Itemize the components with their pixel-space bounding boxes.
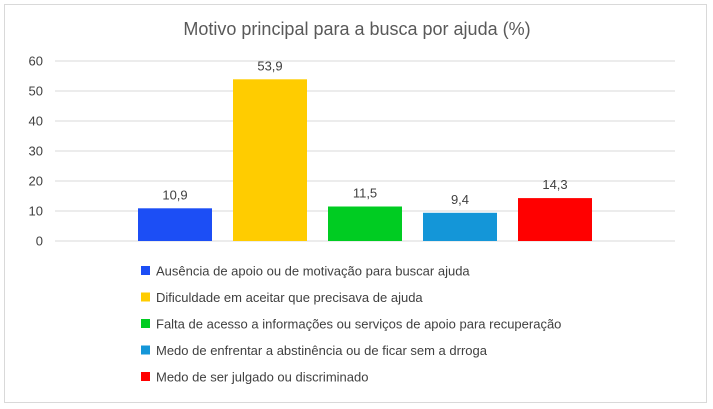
bar-chart: Motivo principal para a busca por ajuda … xyxy=(29,19,675,385)
y-axis-ticks: 0 10 20 30 40 50 60 xyxy=(29,54,43,249)
bar xyxy=(138,208,212,241)
bar xyxy=(518,198,592,241)
legend-swatch xyxy=(141,266,150,275)
legend-label: Ausência de apoio ou de motivação para b… xyxy=(156,264,470,279)
bar xyxy=(423,212,497,241)
bar xyxy=(328,206,402,241)
legend-swatch xyxy=(141,345,150,355)
y-tick-label: 0 xyxy=(36,234,43,249)
bars xyxy=(138,79,592,241)
legend-swatch xyxy=(141,319,150,328)
chart-title: Motivo principal para a busca por ajuda … xyxy=(183,19,530,39)
y-tick-label: 10 xyxy=(29,204,43,219)
y-tick-label: 50 xyxy=(29,84,43,99)
y-tick-label: 60 xyxy=(29,54,43,69)
legend-swatch xyxy=(141,292,150,302)
y-tick-label: 40 xyxy=(29,114,43,129)
legend-label: Dificuldade em aceitar que precisava de … xyxy=(156,290,423,305)
data-label: 11,5 xyxy=(353,186,377,201)
chart-frame: Motivo principal para a busca por ajuda … xyxy=(4,4,707,403)
data-label: 9,4 xyxy=(451,192,469,207)
data-label: 10,9 xyxy=(162,187,187,202)
bar xyxy=(233,79,307,241)
legend-swatch xyxy=(141,372,150,381)
data-label: 14,3 xyxy=(542,177,567,192)
legend-label: Falta de acesso a informações ou serviço… xyxy=(156,317,561,332)
data-label: 53,9 xyxy=(257,58,282,73)
legend-label: Medo de enfrentar a abstinência ou de fi… xyxy=(156,343,488,358)
y-tick-label: 30 xyxy=(29,144,43,159)
legend: Ausência de apoio ou de motivação para b… xyxy=(141,264,561,385)
data-labels: 10,9 53,9 11,5 9,4 14,3 xyxy=(162,58,567,207)
legend-label: Medo de ser julgado ou discriminado xyxy=(156,370,368,385)
y-tick-label: 20 xyxy=(29,174,43,189)
